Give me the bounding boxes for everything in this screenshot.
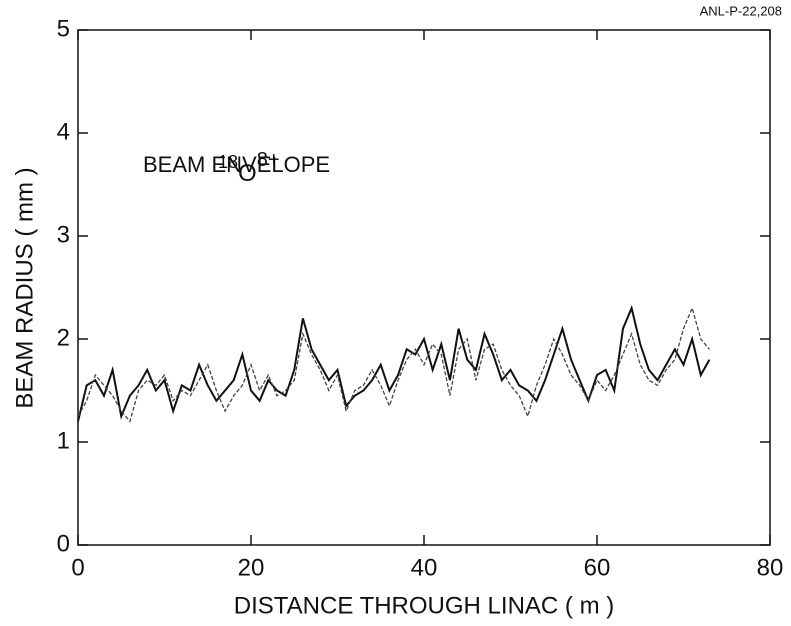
ion-annotation: 18O8+ <box>218 149 280 187</box>
x-axis-label: DISTANCE THROUGH LINAC ( m ) <box>234 592 614 619</box>
y-tick-label: 1 <box>57 427 70 454</box>
ion-charge: 8+ <box>257 149 280 171</box>
x-tick-label: 0 <box>71 554 84 581</box>
figure-label: ANL-P-22,208 <box>700 3 782 18</box>
x-tick-label: 80 <box>757 554 784 581</box>
x-tick-label: 60 <box>584 554 611 581</box>
x-tick-label: 20 <box>238 554 265 581</box>
ion-element: O <box>238 160 257 187</box>
series-line <box>77 306 710 423</box>
annotation: BEAM ENVELOPE <box>143 152 330 177</box>
y-tick-label: 0 <box>57 530 70 557</box>
y-axis-label: BEAM RADIUS ( mm ) <box>11 167 38 408</box>
y-tick-label: 3 <box>57 221 70 248</box>
y-tick-label: 5 <box>57 15 70 42</box>
series-line <box>77 304 711 422</box>
y-tick-label: 4 <box>57 118 70 145</box>
x-tick-label: 40 <box>411 554 438 581</box>
y-tick-label: 2 <box>57 324 70 351</box>
ion-mass: 18 <box>218 152 238 172</box>
plot-frame <box>77 29 771 546</box>
